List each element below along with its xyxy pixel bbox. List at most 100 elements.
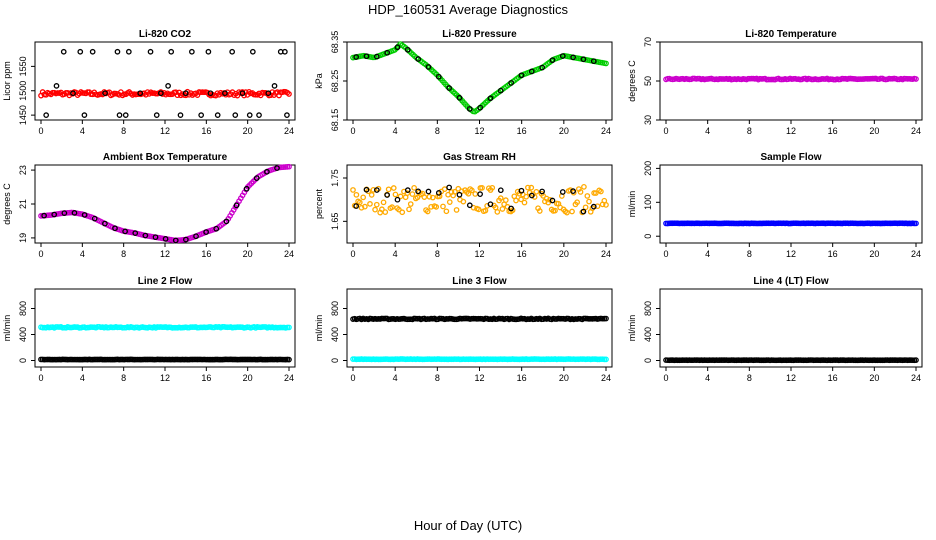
data-point <box>286 324 292 331</box>
series-1 <box>38 88 292 99</box>
x-tick-label: 12 <box>160 373 170 383</box>
data-point <box>132 230 139 236</box>
x-tick-label: 8 <box>747 249 752 259</box>
x-tick-label: 24 <box>601 373 611 383</box>
data-point <box>158 90 164 97</box>
panel-4: Ambient Box Temperature degrees C 0 4 8 12 16 2… <box>2 152 296 259</box>
data-point <box>453 207 460 213</box>
data-point <box>284 112 290 118</box>
data-point <box>913 357 919 363</box>
data-point <box>122 112 129 118</box>
panel-9: Line 4 (LT) Flow ml/min 0 4 8 12 16 20 24 0 400 800 <box>627 276 923 383</box>
data-point <box>441 186 448 192</box>
y-axis-label: ml/min <box>2 315 12 342</box>
data-point <box>426 193 433 200</box>
data-point <box>590 203 597 210</box>
panel-2: Li-820 Pressure kPa 0 4 8 12 16 20 24 68.15 68.25 6… <box>314 29 613 136</box>
data-point <box>282 48 288 55</box>
x-tick-label: 4 <box>705 373 710 383</box>
x-tick-label: 20 <box>243 126 253 136</box>
data-point <box>435 73 442 80</box>
y-tick-label: 23 <box>18 165 28 175</box>
data-point <box>446 85 452 91</box>
x-tick-label: 12 <box>786 249 796 259</box>
x-tick-label: 8 <box>435 373 440 383</box>
x-tick-label: 4 <box>80 126 85 136</box>
data-point <box>116 112 123 118</box>
data-point <box>162 236 169 242</box>
data-point <box>528 192 535 199</box>
data-point <box>547 196 553 203</box>
data-point <box>469 187 475 194</box>
data-point <box>356 199 363 206</box>
data-point <box>452 188 458 195</box>
data-point <box>363 53 370 60</box>
y-tick-label: 800 <box>18 301 28 316</box>
y-axis-label: Licor ppm <box>2 61 12 101</box>
data-point <box>435 190 442 196</box>
data-point <box>559 53 566 59</box>
x-tick-label: 20 <box>869 249 879 259</box>
data-point <box>443 208 450 215</box>
data-point <box>91 215 98 222</box>
y-tick-label: 30 <box>643 115 653 125</box>
data-point <box>580 56 587 63</box>
data-point <box>368 192 375 198</box>
data-point <box>372 206 378 213</box>
data-point <box>256 112 262 118</box>
panel-title: Li-820 Pressure <box>442 29 517 40</box>
data-point <box>193 233 199 240</box>
series-2 <box>38 356 292 363</box>
data-point <box>528 184 535 191</box>
x-tick-label: 0 <box>663 373 668 383</box>
x-tick-label: 4 <box>705 249 710 259</box>
y-axis-label: kPa <box>314 73 324 89</box>
plot-frame <box>659 164 923 244</box>
data-point <box>102 220 108 227</box>
data-point <box>385 186 392 193</box>
data-point <box>428 203 434 210</box>
data-point <box>913 76 919 82</box>
x-tick-label: 4 <box>393 126 398 136</box>
data-point <box>264 168 270 175</box>
plot-frame <box>34 41 296 121</box>
x-tick-label: 4 <box>80 249 85 259</box>
data-point <box>570 54 576 61</box>
data-point <box>363 186 370 193</box>
panel-5: Gas Stream RH percent 0 4 8 12 16 20 24 1.65 1.75 <box>314 152 613 259</box>
y-axis-label: degrees C <box>2 183 12 225</box>
x-tick-label: 20 <box>559 249 569 259</box>
x-tick-label: 12 <box>474 126 484 136</box>
x-tick-label: 4 <box>705 126 710 136</box>
y-axis-label: percent <box>314 188 324 219</box>
x-tick-label: 12 <box>474 373 484 383</box>
data-point <box>362 203 368 210</box>
data-point <box>580 208 587 215</box>
data-point <box>539 188 545 195</box>
panel-title: Line 3 Flow <box>452 276 507 287</box>
x-tick-label: 4 <box>393 373 398 383</box>
data-point <box>102 90 108 97</box>
data-point <box>389 204 395 211</box>
data-point <box>549 57 556 64</box>
data-point <box>232 112 239 118</box>
data-point <box>223 218 230 225</box>
data-point <box>913 220 919 227</box>
data-point <box>394 44 401 51</box>
x-tick-label: 0 <box>38 249 43 259</box>
y-tick-label: 400 <box>330 327 340 342</box>
x-tick-label: 8 <box>747 373 752 383</box>
data-point <box>499 206 506 212</box>
y-tick-label: 1.75 <box>330 169 340 187</box>
data-point <box>81 212 88 218</box>
data-point <box>570 188 576 194</box>
data-point <box>497 195 504 201</box>
y-tick-label: 1500 <box>18 81 28 101</box>
data-point <box>406 206 412 213</box>
data-point <box>214 112 221 118</box>
x-tick-label: 0 <box>350 249 355 259</box>
data-point <box>472 191 479 197</box>
data-point <box>168 48 175 55</box>
plot-frame <box>659 288 923 368</box>
data-point <box>152 234 159 241</box>
